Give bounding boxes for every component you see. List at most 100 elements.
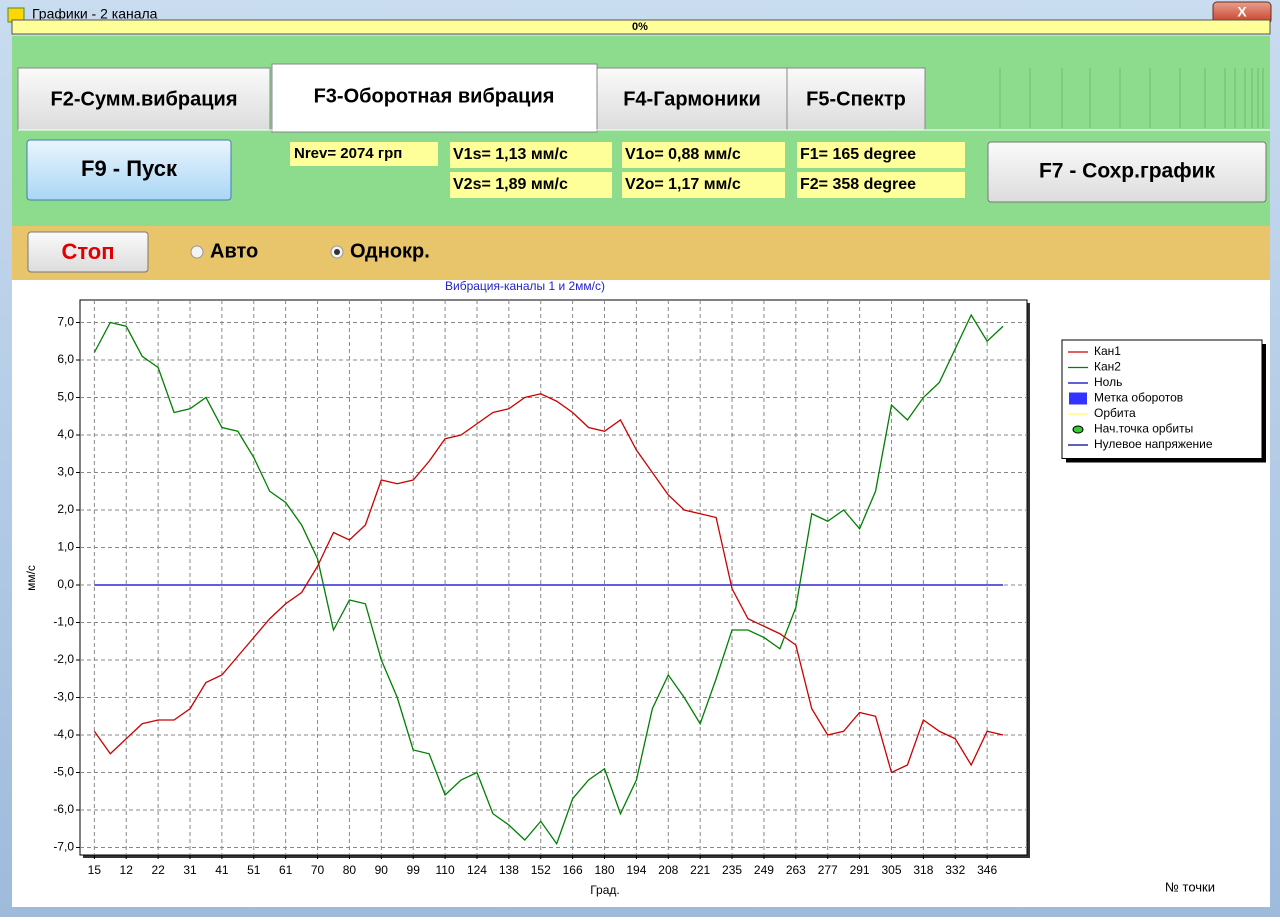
reading-box [622,172,785,198]
x-tick-label: 263 [786,863,806,877]
progress-bar [11,19,1271,35]
x-tick-label: 249 [754,863,774,877]
x-tick-label: 51 [247,863,261,877]
save-button[interactable] [987,141,1267,203]
x-tick-label: 22 [151,863,165,877]
tab-label[interactable]: F2-Сумм.вибрация [51,88,238,110]
y-tick-label: -1,0 [53,615,74,629]
tab[interactable] [17,67,271,131]
reading: V1s= 1,13 мм/с [453,146,568,163]
save-button-label[interactable]: F7 - Сохр.график [1039,160,1216,183]
reading-box [622,142,785,168]
tab-selected[interactable] [271,63,598,133]
y-tick-label: 7,0 [57,315,74,329]
y-tick-label: -6,0 [53,802,74,816]
y-tick-label: 6,0 [57,352,74,366]
x-tick-label: 305 [881,863,901,877]
x-tick-label: 15 [88,863,102,877]
x-tick-label: 277 [818,863,838,877]
x-tick-label: 166 [563,863,583,877]
legend-label: Кан1 [1094,344,1121,358]
x-tick-label: 235 [722,863,742,877]
legend-swatch [1069,392,1087,405]
y-tick-label: 1,0 [57,540,74,554]
reading: F1= 165 degree [800,146,916,163]
tab-label[interactable]: F4-Гармоники [623,88,761,110]
x-tick-label: 90 [375,863,389,877]
y-tick-label: 5,0 [57,390,74,404]
series-line [93,313,1004,846]
x-tick-label: 221 [690,863,710,877]
radio-label[interactable]: Авто [210,240,258,262]
start-button-label[interactable]: F9 - Пуск [81,156,178,181]
plot-area [79,299,1028,856]
y-tick-label: 2,0 [57,502,74,516]
x-tick-label: 332 [945,863,965,877]
legend-label: Нач.точка орбиты [1094,422,1193,436]
close-icon[interactable]: X [1237,4,1247,20]
readings: Nrev= 2074 грп V1s= 1,13 мм/с V2s= 1,89 … [290,142,965,198]
y-axis-label: мм/с [24,565,38,591]
radio-label[interactable]: Однокр. [350,240,430,262]
y-tick-label: 3,0 [57,465,74,479]
x-tick-label: 346 [977,863,997,877]
x-tick-label: 99 [407,863,421,877]
x-tick-label: 110 [436,863,455,877]
x-axis-label: Град. [590,883,620,897]
tab-label[interactable]: F5-Спектр [806,88,906,110]
tab-label[interactable]: F3-Оборотная вибрация [314,85,555,107]
reading: V2s= 1,89 мм/с [453,176,568,193]
reading-box [450,142,612,168]
y-tick-label: -5,0 [53,765,74,779]
start-button[interactable] [26,139,232,201]
legend-label: Кан2 [1094,360,1121,374]
x-tick-label: 12 [120,863,134,877]
legend-label: Ноль [1094,375,1122,389]
reading-box [450,172,612,198]
radio[interactable] [190,245,204,259]
reading: V2o= 1,17 мм/с [625,176,741,193]
legend-label: Нулевое напряжение [1094,437,1213,451]
x-tick-label: 318 [913,863,933,877]
legend-swatch [1072,425,1084,434]
legend-label: Орбита [1094,406,1136,420]
tab[interactable] [786,67,926,131]
radio-dot [334,249,340,255]
x-tick-label: 138 [499,863,519,877]
y-tick-label: -2,0 [53,652,74,666]
x-tick-label: 208 [658,863,678,877]
tab-stripes [999,68,1264,128]
window-title: Графики - 2 канала [32,6,158,22]
reading-box [290,142,438,166]
x-tick-label: 61 [279,863,293,877]
series-line [93,393,1004,774]
x-tick-label: 70 [311,863,325,877]
x-tick-label: 194 [626,863,646,877]
y-tick-label: -3,0 [53,690,74,704]
stop-button[interactable] [27,231,149,273]
x-tick-label: 152 [531,863,551,877]
y-tick-label: 0,0 [57,577,74,591]
y-tick-label: 4,0 [57,427,74,441]
reading: F2= 358 degree [800,176,916,193]
tab[interactable] [596,67,788,131]
reading-box [797,172,965,198]
y-tick-label: -7,0 [53,840,74,854]
reading: Nrev= 2074 грп [294,145,402,162]
stop-button-label[interactable]: Стоп [61,239,114,264]
x-tick-label: 291 [850,863,870,877]
y-tick-label: -4,0 [53,727,74,741]
x-tick-label: 124 [467,863,487,877]
annotation: № точки [1165,879,1215,894]
x-tick-label: 80 [343,863,357,877]
control-bar [12,226,1270,280]
legend-label: Метка оборотов [1094,391,1183,405]
x-tick-label: 180 [595,863,615,877]
reading-box [797,142,965,168]
chart-title: Вибрация-каналы 1 и 2мм/с) [445,279,605,293]
x-tick-label: 41 [215,863,229,877]
progress-label: 0% [632,21,648,33]
reading: V1o= 0,88 мм/с [625,146,741,163]
